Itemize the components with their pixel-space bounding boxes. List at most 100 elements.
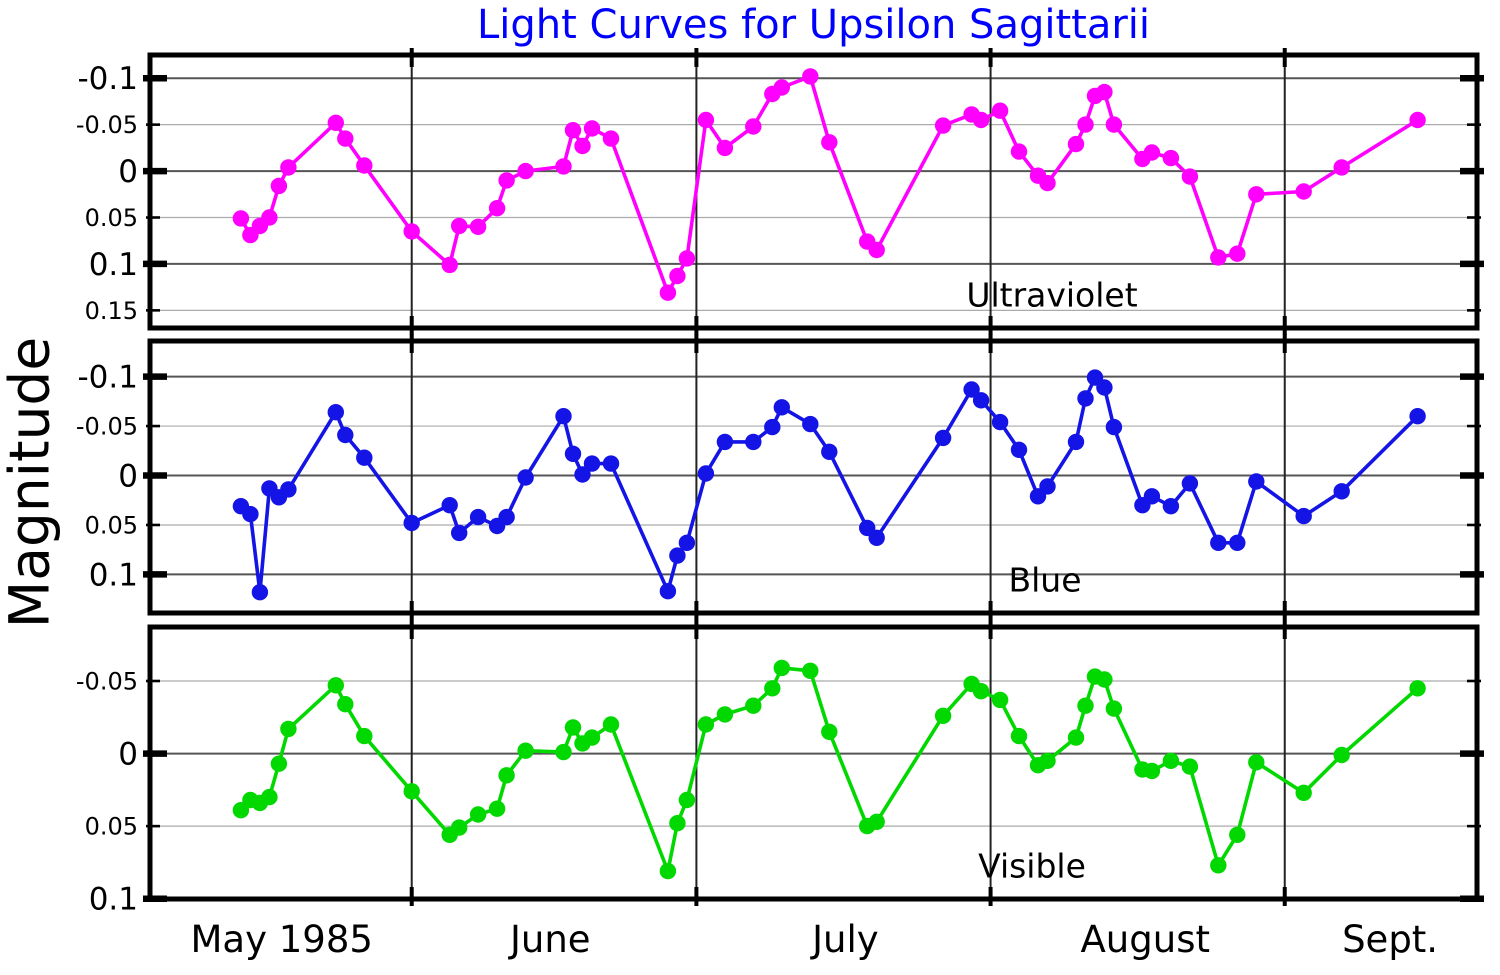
data-point-visible — [1067, 729, 1085, 746]
data-point-ultraviolet — [1333, 159, 1350, 176]
data-point-blue — [251, 584, 269, 601]
data-point-ultraviolet — [1295, 183, 1312, 200]
data-point-blue — [469, 508, 487, 526]
x-axis-month-label: June — [508, 918, 591, 961]
data-point-blue — [1067, 433, 1085, 451]
panel-ultraviolet: -0.1 -0.05 0 0.05 0.1 0.15 Ultraviolet — [76, 48, 1484, 335]
y-tick-label: -0.1 — [78, 359, 139, 395]
data-point-ultraviolet — [678, 250, 696, 267]
data-point-visible — [498, 767, 515, 784]
data-point-visible — [1096, 671, 1113, 688]
data-point-ultraviolet — [564, 122, 582, 139]
data-point-ultraviolet — [802, 68, 819, 85]
data-point-visible — [669, 815, 686, 832]
data-point-blue — [764, 418, 781, 436]
data-point-ultraviolet — [669, 267, 686, 285]
data-point-ultraviolet — [270, 177, 288, 195]
data-point-visible — [1295, 784, 1312, 801]
data-point-ultraviolet — [574, 137, 591, 155]
data-point-blue — [868, 529, 885, 546]
data-point-blue — [602, 455, 620, 472]
data-point-blue — [972, 392, 990, 409]
y-tick-label: -0.05 — [76, 412, 138, 440]
y-tick-label: 0 — [118, 154, 138, 190]
data-point-ultraviolet — [555, 158, 572, 175]
data-point-ultraviolet — [773, 79, 790, 96]
data-point-ultraviolet — [583, 120, 601, 137]
y-tick-label: 0.05 — [85, 813, 138, 841]
data-point-ultraviolet — [451, 217, 468, 235]
data-point-blue — [280, 481, 297, 498]
x-axis-month-label: August — [1081, 918, 1210, 961]
data-point-ultraviolet — [1105, 116, 1123, 133]
data-point-ultraviolet — [1010, 143, 1028, 160]
data-point-visible — [337, 696, 354, 713]
data-point-blue — [1096, 379, 1113, 396]
data-point-visible — [1105, 700, 1123, 717]
data-point-blue — [327, 404, 344, 421]
data-point-ultraviolet — [261, 209, 278, 226]
data-point-ultraviolet — [1248, 186, 1265, 203]
series-label-blue: Blue — [1008, 561, 1081, 600]
data-point-blue — [934, 429, 952, 447]
data-point-visible — [1143, 762, 1161, 780]
y-tick-label: -0.1 — [78, 61, 139, 97]
y-tick-label: 0.1 — [89, 557, 138, 593]
data-point-visible — [934, 707, 952, 724]
data-point-blue — [242, 505, 259, 523]
data-point-ultraviolet — [1077, 116, 1094, 133]
data-point-ultraviolet — [327, 114, 344, 131]
data-point-visible — [745, 697, 762, 714]
data-point-ultraviolet — [1096, 83, 1113, 101]
data-point-visible — [1333, 746, 1350, 764]
data-point-visible — [821, 723, 838, 740]
panel-visible: -0.05 0 0.05 0.1 Visible — [76, 620, 1484, 918]
data-point-ultraviolet — [488, 200, 506, 217]
data-point-visible — [1229, 826, 1246, 843]
data-point-blue — [583, 455, 601, 472]
data-point-visible — [488, 800, 506, 817]
data-point-ultraviolet — [868, 241, 885, 259]
data-point-visible — [1162, 752, 1180, 769]
data-point-blue — [441, 497, 458, 514]
series-ultraviolet — [232, 68, 1426, 301]
data-point-blue — [403, 514, 420, 532]
data-point-visible — [451, 819, 468, 836]
data-point-ultraviolet — [441, 256, 458, 274]
data-point-ultraviolet — [1039, 174, 1056, 192]
data-point-ultraviolet — [934, 117, 952, 134]
data-point-blue — [564, 445, 582, 462]
data-point-blue — [451, 524, 468, 542]
data-point-blue — [1333, 483, 1350, 500]
data-point-visible — [564, 719, 582, 736]
series-label-visible: Visible — [978, 847, 1086, 886]
data-point-ultraviolet — [280, 159, 297, 176]
data-point-blue — [1162, 498, 1180, 515]
panel-border — [147, 338, 1480, 616]
data-point-blue — [669, 547, 686, 564]
series-blue — [232, 369, 1426, 601]
data-point-visible — [716, 706, 734, 723]
data-point-ultraviolet — [356, 157, 373, 174]
data-point-blue — [517, 469, 534, 486]
data-point-blue — [821, 443, 838, 460]
y-tick-label: 0.15 — [85, 297, 138, 325]
data-point-visible — [356, 727, 373, 745]
data-point-blue — [1248, 473, 1265, 490]
data-point-ultraviolet — [1409, 111, 1426, 129]
data-point-visible — [555, 743, 572, 761]
x-axis-month-label: July — [810, 918, 879, 961]
y-tick-label: 0.1 — [89, 247, 138, 283]
data-point-ultraviolet — [1210, 249, 1227, 266]
data-point-blue — [555, 408, 572, 425]
data-point-visible — [517, 742, 534, 759]
data-point-blue — [659, 583, 677, 600]
y-tick-label: 0.05 — [85, 511, 138, 539]
data-point-blue — [574, 466, 591, 483]
series-visible — [232, 659, 1426, 880]
data-point-blue — [697, 465, 715, 482]
data-point-blue — [678, 534, 696, 551]
data-point-visible — [868, 813, 885, 830]
